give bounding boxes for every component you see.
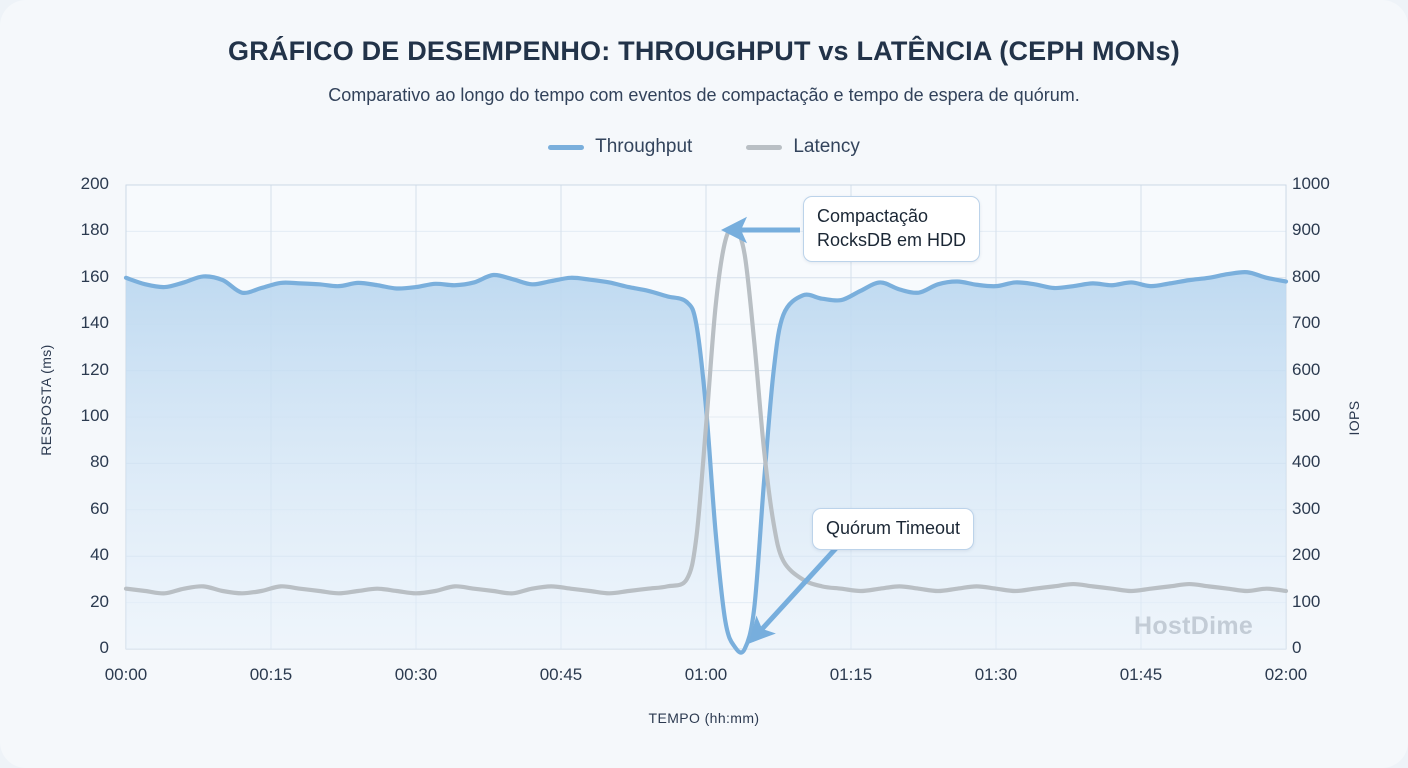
x-tick: 01:00	[684, 665, 728, 684]
y-tick-right: 200	[1292, 545, 1321, 565]
y-tick-right: 500	[1292, 406, 1321, 425]
y-tick-right: 100	[1292, 591, 1321, 611]
legend-item-latency[interactable]: Latency	[746, 136, 860, 158]
y-tick-left: 100	[80, 406, 109, 425]
x-tick: 01:15	[829, 665, 873, 684]
annotation-callout-1[interactable]: Quórum Timeout	[812, 508, 975, 550]
y-tick-right: 1000	[1292, 174, 1330, 193]
legend-label-throughput: Throughput	[595, 136, 693, 157]
y-tick-left: 180	[80, 220, 109, 240]
y-tick-left: 160	[80, 266, 109, 286]
legend-swatch-latency	[746, 144, 783, 150]
y-tick-left: 60	[90, 498, 109, 518]
series-line-latency	[123, 226, 1289, 596]
watermark: HostDime	[1134, 612, 1254, 640]
chart-legend: Throughput Latency	[0, 136, 1408, 158]
x-tick: 00:00	[104, 665, 148, 684]
legend-swatch-throughput	[548, 144, 585, 150]
x-axis-label: TEMPO (hh:mm)	[648, 710, 760, 726]
x-tick: 00:15	[249, 665, 293, 684]
area-throughput	[126, 272, 1286, 653]
legend-label-latency: Latency	[793, 136, 860, 157]
y-tick-right: 700	[1292, 313, 1321, 333]
x-tick: 00:30	[394, 665, 438, 684]
x-tick: 00:45	[539, 665, 583, 684]
y-tick-right: 300	[1292, 498, 1321, 518]
x-tick: 01:30	[974, 665, 1018, 684]
y-tick-right: 600	[1292, 359, 1321, 379]
y-tick-left: 20	[90, 591, 109, 611]
y-tick-right: 0	[1292, 638, 1302, 657]
x-tick: 01:45	[1119, 665, 1163, 684]
y-tick-left: 0	[99, 638, 109, 657]
page-subtitle: Comparativo ao longo do tempo com evento…	[328, 85, 1080, 105]
y-tick-left: 200	[80, 174, 109, 193]
annotation-arrow-1	[748, 544, 840, 644]
legend-item-throughput[interactable]: Throughput	[548, 136, 692, 158]
y-axis-label-left: RESPOSTA (ms)	[38, 344, 54, 456]
y-tick-left: 40	[90, 545, 109, 565]
annotation-callout-0[interactable]: Compactação RocksDB em HDD	[803, 196, 981, 262]
x-tick: 02:00	[1264, 665, 1308, 684]
y-tick-right: 900	[1292, 220, 1321, 240]
y-tick-left: 120	[80, 359, 109, 379]
y-tick-left: 140	[80, 313, 109, 333]
y-tick-right: 800	[1292, 266, 1321, 286]
y-tick-right: 400	[1292, 452, 1321, 472]
page-title: GRÁFICO DE DESEMPENHO: THROUGHPUT vs LAT…	[228, 36, 1180, 66]
y-tick-left: 80	[90, 452, 109, 472]
series-line-throughput	[123, 269, 1289, 655]
